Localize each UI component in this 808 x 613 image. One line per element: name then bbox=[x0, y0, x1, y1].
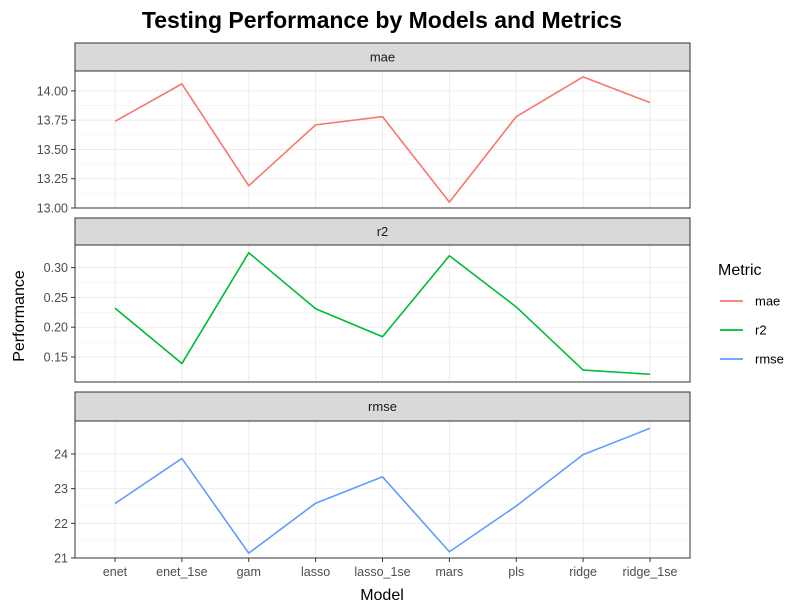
x-tick-label: ridge bbox=[569, 565, 597, 579]
x-tick-label: pls bbox=[508, 565, 524, 579]
legend-items: mae r2 rmse bbox=[720, 294, 784, 367]
strip-label-r2: r2 bbox=[377, 224, 389, 239]
legend-item-mae: mae bbox=[720, 294, 780, 309]
legend-label-r2: r2 bbox=[755, 323, 767, 338]
x-tick-label: enet bbox=[103, 565, 128, 579]
legend: Metric mae r2 rmse bbox=[718, 262, 784, 367]
y-tick-label: 23 bbox=[54, 482, 68, 496]
x-tick-label: mars bbox=[435, 565, 463, 579]
y-tick-label: 0.30 bbox=[44, 261, 68, 275]
panel-border bbox=[74, 70, 691, 209]
y-tick-label: 13.25 bbox=[37, 172, 68, 186]
y-tick-label: 13.50 bbox=[37, 143, 68, 157]
chart-title: Testing Performance by Models and Metric… bbox=[142, 7, 622, 33]
legend-label-rmse: rmse bbox=[755, 352, 784, 367]
y-tick-label: 0.20 bbox=[44, 321, 68, 335]
y-tick-label: 0.25 bbox=[44, 291, 68, 305]
strip-label-rmse: rmse bbox=[368, 399, 397, 414]
y-tick-label: 0.15 bbox=[44, 350, 68, 364]
x-tick-label: lasso bbox=[301, 565, 330, 579]
panel-border bbox=[74, 244, 691, 383]
facet-panels: mae 13.00 13.25 13.50 13.75 14.00 r2 0.15 0.20 0.… bbox=[37, 42, 691, 566]
y-tick-label: 13.75 bbox=[37, 114, 68, 128]
y-tick-label: 13.00 bbox=[37, 202, 68, 216]
legend-item-rmse: rmse bbox=[720, 352, 784, 367]
legend-title: Metric bbox=[718, 262, 762, 279]
series-line-mae bbox=[114, 76, 651, 203]
x-tick-label: gam bbox=[237, 565, 261, 579]
x-axis: enet enet_1se gam lasso lasso_1se mars pls ridg… bbox=[103, 558, 678, 579]
x-tick-label: lasso_1se bbox=[354, 565, 410, 579]
y-tick-label: 14.00 bbox=[37, 84, 68, 98]
series-line-r2 bbox=[114, 251, 651, 376]
panel-rmse: rmse 21 22 23 24 bbox=[54, 391, 691, 566]
x-tick-label: ridge_1se bbox=[623, 565, 678, 579]
series-line-rmse bbox=[114, 427, 651, 554]
y-tick-label: 21 bbox=[54, 552, 68, 566]
y-tick-label: 22 bbox=[54, 517, 68, 531]
y-tick-label: 24 bbox=[54, 447, 68, 461]
legend-item-r2: r2 bbox=[720, 323, 767, 338]
legend-label-mae: mae bbox=[755, 294, 780, 309]
panel-mae: mae 13.00 13.25 13.50 13.75 14.00 bbox=[37, 42, 691, 216]
x-axis-title: Model bbox=[360, 587, 404, 604]
panel-r2: r2 0.15 0.20 0.25 0.30 bbox=[44, 217, 691, 383]
strip-rmse bbox=[74, 391, 691, 422]
strip-mae bbox=[74, 42, 691, 72]
y-axis-title: Performance bbox=[11, 270, 28, 362]
strip-r2 bbox=[74, 217, 691, 246]
x-tick-label: enet_1se bbox=[156, 565, 207, 579]
strip-label-mae: mae bbox=[370, 50, 395, 65]
